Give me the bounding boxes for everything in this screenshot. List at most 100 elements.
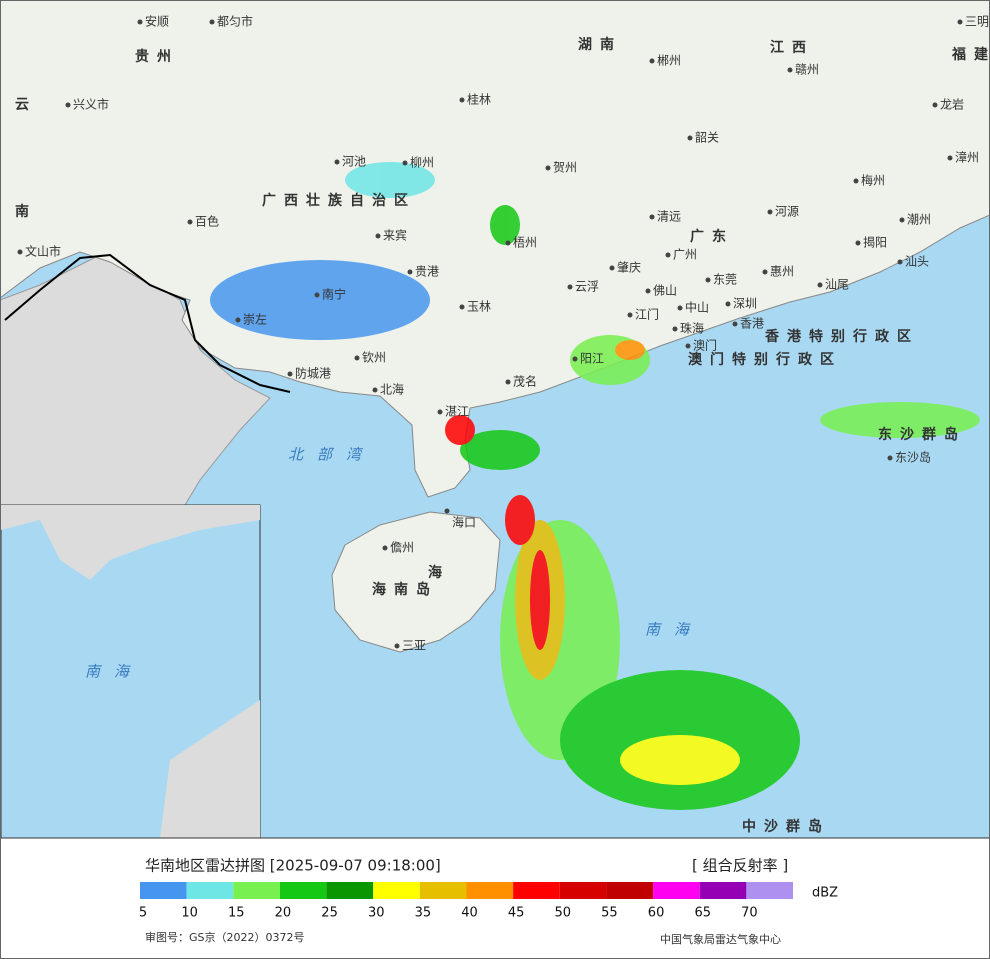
- legend-tick: 50: [555, 906, 572, 921]
- city-label: 兴义市: [73, 97, 109, 112]
- city-dot: [887, 455, 893, 461]
- city-dot: [334, 159, 340, 165]
- city-dot: [705, 277, 711, 283]
- city-dot: [932, 102, 938, 108]
- city-dot: [382, 545, 388, 551]
- radar-echoes: [210, 162, 980, 810]
- city-dot: [627, 312, 633, 318]
- city-dot: [287, 371, 293, 377]
- city-label: 云浮: [575, 280, 599, 294]
- legend-swatch: [279, 882, 327, 899]
- region-label: 海南岛: [372, 581, 438, 598]
- city-dot: [899, 217, 905, 223]
- legend-tick: 25: [321, 906, 338, 921]
- legend-tick: 20: [275, 906, 292, 921]
- city-label: 阳江: [580, 352, 604, 366]
- city-label: 贵港: [415, 265, 439, 279]
- city-label: 郴州: [657, 54, 681, 68]
- city-dot: [235, 317, 241, 323]
- city-label: 肇庆: [617, 260, 641, 275]
- city-label: 崇左: [243, 312, 267, 327]
- legend-tick: 55: [601, 906, 618, 921]
- city-label: 三明: [965, 15, 989, 29]
- city-dot: [787, 67, 793, 73]
- city-dot: [649, 58, 655, 64]
- city-label: 文山市: [25, 244, 61, 259]
- border: [4, 253, 291, 393]
- city-label: 玉林: [467, 300, 491, 314]
- city-dot: [17, 249, 23, 255]
- legend-swatch: [186, 882, 234, 899]
- city-dot: [947, 155, 953, 161]
- city-label: 清远: [657, 210, 681, 224]
- city-dot: [687, 135, 693, 141]
- city-label: 安顺: [145, 14, 169, 29]
- region-label: 云: [15, 97, 37, 113]
- city-dot: [314, 292, 320, 298]
- city-dot: [372, 387, 378, 393]
- city-label: 三亚: [402, 639, 426, 653]
- legend-tick: 5: [139, 906, 147, 921]
- city-dot: [209, 19, 215, 25]
- region-label: 东沙群岛: [878, 426, 966, 443]
- city-label: 漳州: [955, 150, 979, 165]
- city-dot: [187, 219, 193, 225]
- city-label: 东莞: [713, 273, 737, 287]
- city-dot: [762, 269, 768, 275]
- city-label: 揭阳: [863, 235, 887, 250]
- city-dot: [609, 265, 615, 271]
- city-label: 东沙岛: [895, 450, 931, 465]
- approval: 审图号：GS京（2022）0372号: [145, 930, 305, 944]
- inset-land: [1, 505, 260, 838]
- sea-label: 南海: [645, 621, 703, 639]
- city-dot: [137, 19, 143, 25]
- region-label: 澳门特别行政区: [688, 351, 842, 368]
- city-dot: [817, 282, 823, 288]
- legend-tick: 30: [368, 906, 385, 921]
- city-label: 香港: [740, 317, 764, 331]
- inset-sea-label: 南海: [85, 663, 143, 681]
- city-dot: [437, 409, 443, 415]
- legend-tick: 70: [741, 906, 758, 921]
- city-label: 来宾: [383, 228, 407, 243]
- region-label: 中沙群岛: [742, 818, 830, 835]
- city-dot: [505, 379, 511, 385]
- legend-swatch: [466, 882, 514, 899]
- city-label: 贺州: [553, 161, 577, 175]
- city-dot: [407, 269, 413, 275]
- city-dot: [459, 97, 465, 103]
- legend-swatch: [373, 882, 420, 899]
- legend-tick: 65: [694, 906, 711, 921]
- region-label: 南: [15, 203, 37, 220]
- city-label: 广州: [673, 248, 697, 262]
- city-label: 惠州: [770, 265, 794, 279]
- legend-tick: 40: [461, 906, 478, 921]
- city-label: 澳门: [693, 338, 717, 353]
- legend-title: 华南地区雷达拼图 [2025-09-07 09:18:00]: [145, 857, 441, 875]
- city-label: 桂林: [467, 92, 491, 107]
- legend-tick: 15: [228, 906, 245, 921]
- city-label: 赣州: [795, 63, 819, 77]
- city-label: 防城港: [295, 366, 331, 381]
- city-dot: [402, 160, 408, 166]
- legend-swatch: [140, 882, 187, 899]
- city-label: 汕尾: [825, 278, 849, 292]
- city-dot: [645, 288, 651, 294]
- region-label: 广东: [690, 228, 734, 245]
- city-label: 佛山: [653, 284, 677, 298]
- city-dot: [853, 178, 859, 184]
- city-dot: [567, 284, 573, 290]
- city-label: 柳州: [410, 156, 434, 170]
- legend-tick: 35: [415, 906, 432, 921]
- city-label: 珠海: [680, 321, 704, 336]
- city-label: 海口: [452, 515, 476, 530]
- legend-tick: 60: [648, 906, 665, 921]
- city-dot: [572, 356, 578, 362]
- city-dot: [65, 102, 71, 108]
- legend-swatch: [606, 882, 654, 899]
- city-dot: [685, 343, 691, 349]
- city-dot: [354, 355, 360, 361]
- land: [0, 0, 990, 498]
